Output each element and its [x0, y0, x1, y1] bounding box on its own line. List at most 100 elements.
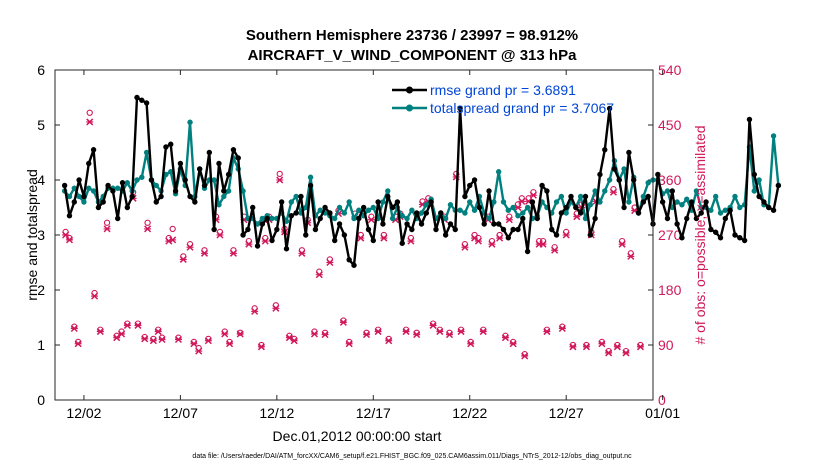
series-point-totalspread [356, 207, 362, 213]
left-tick-label: 2 [37, 282, 45, 298]
series-point-rmse [529, 199, 536, 205]
obs-assimilated-point [609, 188, 617, 196]
series-point-rmse [81, 193, 87, 200]
obs-assimilated-point [429, 321, 437, 329]
obs-assimilated-point [374, 328, 382, 336]
series-point-totalspread [495, 169, 502, 175]
series-point-rmse [741, 237, 748, 244]
series-point-rmse [399, 240, 405, 246]
series-point-rmse [712, 229, 719, 235]
series-point-totalspread [751, 188, 757, 194]
x-axis-ticks: 12/02 12/07 12/12 12/17 12/22 12/27 01/01 [66, 70, 680, 421]
obs-assimilated-point [91, 292, 99, 300]
series-point-totalspread [447, 202, 454, 208]
series-point-rmse [558, 210, 565, 216]
series-point-totalspread [307, 174, 314, 180]
series-point-rmse [375, 199, 381, 205]
series-point-totalspread [153, 182, 159, 189]
obs-assimilated-point [144, 225, 152, 233]
series-point-rmse [298, 193, 304, 200]
plot-frame [54, 69, 654, 401]
series-point-totalspread [524, 204, 531, 211]
series-point-rmse [659, 199, 666, 205]
obs-assimilated-point [551, 246, 559, 254]
series-point-totalspread [515, 213, 521, 219]
series-point-totalspread [351, 215, 357, 222]
series-point-rmse [230, 147, 237, 153]
legend-marker-totalspread [406, 104, 413, 112]
obs-assimilated-point [385, 337, 393, 345]
obs-assimilated-point [521, 352, 529, 360]
right-tick-label: 270 [658, 227, 682, 243]
obs-assimilated-point [229, 249, 237, 257]
series-point-totalspread [259, 215, 266, 222]
right-tick-label: 180 [658, 282, 682, 298]
series-point-rmse [327, 210, 333, 216]
series-point-rmse [708, 226, 714, 233]
series-point-totalspread [505, 207, 512, 213]
series-point-totalspread [399, 213, 405, 219]
obs-possible-point [144, 219, 151, 226]
x-tick-label: 12/12 [259, 405, 294, 421]
obs-assimilated-point [221, 330, 229, 338]
series-point-rmse [703, 199, 709, 205]
right-tick-label: 450 [658, 117, 682, 133]
legend-entry-totalspread: totalspread grand pr = 3.7067 [392, 100, 614, 116]
series-point-totalspread [90, 188, 97, 194]
series-point-rmse [409, 226, 415, 233]
series-point-rmse [307, 182, 314, 189]
series-point-rmse [722, 215, 729, 222]
series-point-rmse [71, 199, 77, 205]
series-point-rmse [235, 155, 241, 161]
series-point-totalspread [684, 196, 690, 202]
obs-assimilated-point [618, 240, 626, 248]
series-point-totalspread [471, 207, 478, 213]
series-point-totalspread [240, 188, 246, 194]
obs-assimilated-point [158, 335, 166, 344]
series-point-rmse [153, 199, 159, 205]
obs-assimilated-point [200, 249, 209, 257]
series-point-totalspread [626, 199, 632, 205]
series-point-totalspread [317, 207, 323, 213]
series-point-rmse [418, 221, 425, 227]
series-point-rmse [250, 204, 256, 211]
plot-area [55, 70, 653, 400]
series-point-rmse [621, 204, 627, 211]
obs-assimilated-point [488, 240, 496, 248]
obs-assimilated-point [276, 176, 284, 184]
obs-assimilated-point [245, 240, 253, 248]
obs-possible-point [103, 219, 111, 226]
series-point-totalspread [187, 119, 193, 125]
series-point-rmse [196, 166, 203, 172]
series-point-totalspread [770, 133, 777, 139]
series-point-rmse [770, 207, 777, 213]
series-point-rmse [332, 237, 338, 244]
series-point-rmse [95, 204, 102, 211]
series-point-totalspread [380, 199, 386, 205]
series-point-rmse [105, 182, 111, 189]
x-tick-label: 12/07 [163, 405, 198, 421]
series-point-totalspread [587, 202, 594, 208]
series-point-totalspread [114, 185, 121, 191]
obs-assimilated-point [226, 340, 234, 348]
obs-assimilated-point [257, 343, 265, 351]
obs-assimilated-point [251, 307, 259, 315]
series-point-totalspread [582, 215, 589, 222]
series-point-rmse [216, 160, 222, 167]
left-tick-label: 1 [37, 337, 45, 353]
obs-possible-point [237, 329, 244, 336]
series-point-rmse [640, 199, 647, 205]
series-point-rmse [163, 144, 169, 150]
obs-assimilated-point [65, 236, 73, 244]
series-point-totalspread [81, 199, 87, 205]
obs-assimilated-point [134, 321, 142, 329]
right-tick-label: 90 [658, 337, 674, 353]
series-point-totalspread [418, 210, 425, 216]
series-point-rmse [192, 199, 198, 205]
series-point-totalspread [621, 166, 627, 172]
series-point-rmse [177, 160, 184, 167]
series-point-rmse [582, 193, 589, 200]
series-point-rmse [201, 182, 208, 189]
x-tick-label: 12/22 [452, 405, 487, 421]
obs-assimilated-point [204, 337, 212, 345]
